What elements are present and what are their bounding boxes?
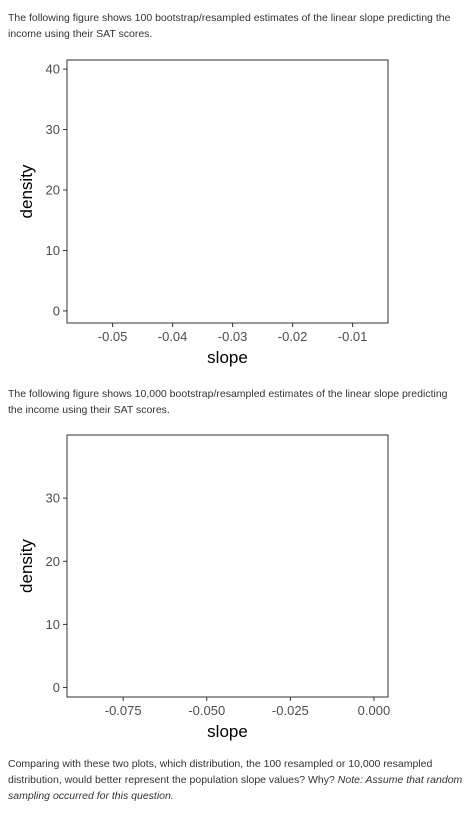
y-tick-label: 20: [46, 182, 60, 197]
intro-text-10000-samples: The following figure shows 10,000 bootst…: [8, 388, 448, 416]
plot-area: -0.05 -0.04 -0.03 -0.02 -0.01 0 10 20 30 40 slope d…: [17, 59, 389, 367]
x-tick-label: -0.050: [188, 703, 225, 718]
x-tick-label: -0.02: [278, 329, 308, 344]
panel-border: [66, 434, 389, 698]
question-main: Comparing with these two plots, which di…: [8, 758, 433, 786]
x-axis-title: slope: [207, 722, 248, 741]
y-tick-label: 30: [46, 122, 60, 137]
x-axis-title: slope: [207, 348, 248, 367]
plot-area: -0.075 -0.050 -0.025 0.000 0 10 20 30 slope densi…: [17, 434, 391, 741]
x-tick-label: -0.075: [105, 703, 142, 718]
y-tick-label: 20: [46, 554, 60, 569]
y-tick-label: 40: [46, 62, 60, 77]
y-tick-label: 10: [46, 243, 60, 258]
y-axis-title: density: [17, 164, 36, 218]
y-tick-label: 30: [46, 491, 60, 506]
y-tick-label: 0: [53, 680, 60, 695]
x-tick-label: -0.01: [338, 329, 368, 344]
x-tick-label: -0.025: [272, 703, 309, 718]
x-tick-label: -0.05: [98, 329, 128, 344]
y-tick-label: 0: [53, 303, 60, 318]
question-text: Comparing with these two plots, which di…: [8, 756, 463, 804]
density-plot-10000-resamples: -0.075 -0.050 -0.025 0.000 0 10 20 30 slope densi…: [17, 434, 391, 741]
x-tick-label: 0.000: [358, 703, 391, 718]
y-tick-label: 10: [46, 617, 60, 632]
panel-border: [66, 59, 389, 324]
y-axis-title: density: [17, 539, 36, 593]
x-tick-label: -0.04: [158, 329, 188, 344]
density-plot-100-resamples: -0.05 -0.04 -0.03 -0.02 -0.01 0 10 20 30 40 slope d…: [17, 59, 389, 367]
intro-text-100-samples: The following figure shows 100 bootstrap…: [8, 12, 451, 40]
x-tick-label: -0.03: [218, 329, 248, 344]
question-note: Note: Assume that random sampling occurr…: [8, 774, 463, 802]
